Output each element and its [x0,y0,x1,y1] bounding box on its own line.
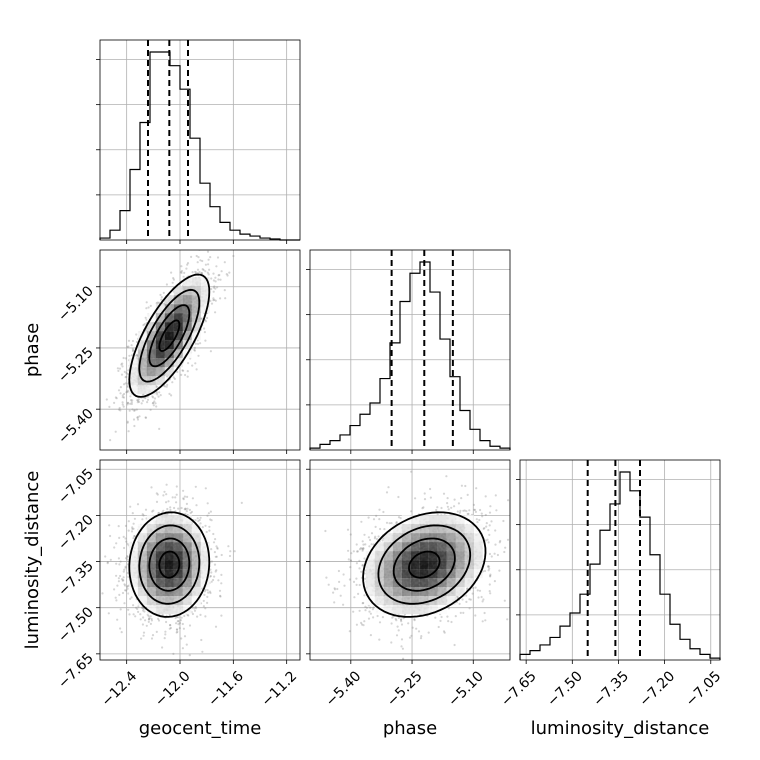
contour-level-2 [138,524,201,605]
density-shading [365,515,483,615]
xaxis-label-phase: phase [383,718,437,739]
ytick-label-luminosity_distance-0: −7.65 [55,650,97,692]
histogram-luminosity_distance [516,459,721,664]
histogram-step-luminosity_distance [519,471,721,660]
ytick-label-phase-2: −5.10 [55,283,97,325]
xtick-label-geocent_time-0: −12.4 [99,668,141,710]
ytick-label-luminosity_distance-2: −7.35 [55,558,97,600]
xtick-label-luminosity_distance-0: −7.65 [498,668,540,710]
yaxis-label-luminosity_distance: luminosity_distance [22,471,43,650]
xtick-label-geocent_time-1: −12.0 [152,668,194,710]
xaxis-label-geocent_time: geocent_time [139,718,262,739]
contour-level-0 [408,550,441,579]
xtick-label-geocent_time-3: −11.2 [259,668,301,710]
contour-level-1 [148,537,191,592]
xtick-label-phase-0: −5.40 [323,668,365,710]
histogram-geocent_time [96,39,301,244]
contour-level-0 [158,319,181,352]
xtick-label-luminosity_distance-2: −7.35 [590,668,632,710]
histogram-step-geocent_time [99,51,300,241]
xtick-label-luminosity_distance-4: −7.05 [683,668,725,710]
ytick-label-luminosity_distance-3: −7.20 [55,512,97,554]
contour-level-2 [138,288,201,383]
contour-level-0 [158,550,181,579]
ytick-label-luminosity_distance-4: −7.05 [55,466,97,508]
contour-level-1 [148,304,191,368]
axis-annotations: −12.4 −12.0 −11.6 −11.2 geocent_time −5.40 −5.… [22,283,724,739]
contour-level-3 [128,273,211,398]
panel-geocent_time-vs-luminosity_distance [96,459,301,664]
xtick-label-geocent_time-2: −11.6 [205,668,247,710]
panel-phase-vs-luminosity_distance [306,459,511,664]
contour-level-1 [392,537,456,592]
contour-level-2 [377,524,472,605]
xtick-label-phase-2: −5.10 [445,668,487,710]
xtick-label-phase-1: −5.25 [384,668,426,710]
ytick-label-phase-1: −5.25 [55,344,97,386]
xtick-label-luminosity_distance-3: −7.20 [637,668,679,710]
histogram-step-phase [309,261,511,450]
ytick-label-luminosity_distance-1: −7.50 [55,604,97,646]
contour-level-3 [362,511,487,618]
ytick-label-phase-0: −5.40 [55,406,97,448]
contour-level-3 [128,511,211,618]
xtick-label-luminosity_distance-1: −7.50 [544,668,586,710]
panel-geocent_time-vs-phase [96,249,301,454]
yaxis-label-phase: phase [22,323,43,377]
xaxis-label-luminosity_distance: luminosity_distance [531,718,710,739]
histogram-phase [306,249,511,454]
